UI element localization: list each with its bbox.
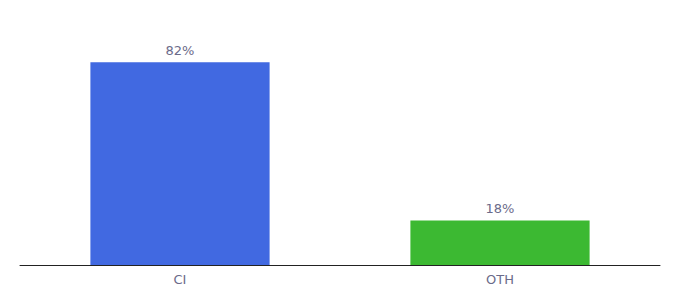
svg-text:CI: CI bbox=[174, 272, 187, 287]
svg-text:18%: 18% bbox=[486, 201, 515, 216]
svg-text:OTH: OTH bbox=[486, 272, 514, 287]
svg-text:82%: 82% bbox=[166, 43, 195, 58]
